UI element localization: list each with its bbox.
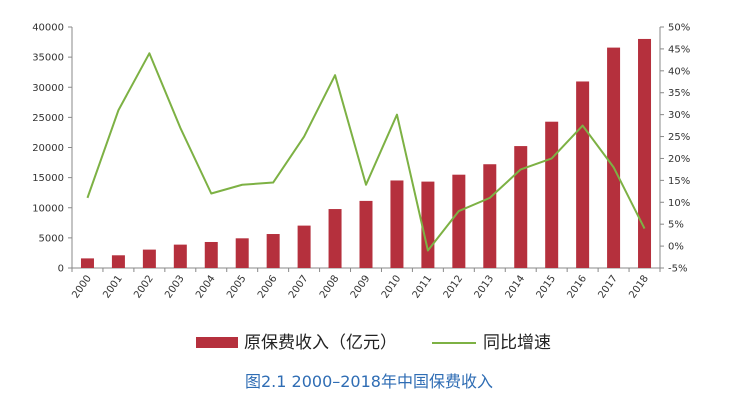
right-tick-label: 40% (668, 66, 690, 77)
left-tick-label: 30000 (32, 83, 64, 94)
bar-2009 (359, 200, 373, 268)
left-tick-label: 25000 (32, 113, 64, 124)
x-tick-label: 2016 (565, 273, 589, 300)
left-tick-label: 10000 (32, 203, 64, 214)
left-tick-label: 35000 (32, 53, 64, 64)
x-tick-label: 2012 (442, 273, 466, 300)
bar-2008 (328, 209, 342, 268)
right-tick-label: -5% (668, 264, 687, 275)
x-tick-label: 2014 (504, 273, 528, 300)
legend-bar-swatch (196, 337, 238, 348)
x-tick-label: 2013 (473, 273, 497, 300)
legend: 原保费收入（亿元） 同比增速 (196, 333, 551, 353)
x-axis: 2000 2001 2002 2003 2004 2005 2006 2007 2008 2009… (70, 267, 661, 301)
x-tick-label: 2006 (256, 273, 280, 300)
x-tick-label: 2005 (225, 273, 249, 300)
right-tick-label: 25% (668, 132, 690, 143)
left-tick-label: 40000 (32, 23, 64, 34)
growth-line (86, 52, 646, 252)
bar-2000 (80, 258, 94, 268)
right-tick-label: 10% (668, 198, 690, 209)
bar-2015 (545, 121, 559, 269)
left-tick-label: 0 (58, 264, 64, 275)
legend-line-label: 同比增速 (483, 333, 551, 353)
bar-2005 (235, 238, 249, 268)
bar-2014 (514, 146, 528, 268)
right-axis: -5% 0% 5% 10% 15% 20% 25% 30% 35% 40% 45% 50% (659, 23, 690, 275)
bar-2007 (297, 225, 311, 268)
left-axis: 0 5000 10000 15000 20000 25000 30000 35000 40000 (32, 23, 73, 275)
x-tick-label: 2001 (101, 273, 125, 300)
right-tick-label: 45% (668, 44, 690, 55)
bar-2013 (483, 164, 497, 268)
x-tick-label: 2003 (163, 273, 187, 300)
bar-2002 (142, 249, 156, 268)
right-tick-label: 0% (668, 242, 684, 253)
x-tick-label: 2009 (349, 273, 373, 300)
left-tick-label: 5000 (39, 233, 64, 244)
bar-2001 (111, 255, 125, 268)
bar-series (80, 38, 652, 269)
right-tick-label: 35% (668, 88, 690, 99)
right-tick-label: 30% (668, 110, 690, 121)
bar-2012 (452, 174, 466, 268)
bar-2010 (390, 180, 404, 268)
x-tick-label: 2018 (627, 273, 651, 300)
x-tick-label: 2010 (380, 273, 404, 300)
line-series (86, 52, 646, 252)
bar-2018 (638, 38, 652, 269)
x-tick-label: 2002 (132, 273, 156, 300)
x-tick-label: 2017 (596, 273, 620, 300)
bar-2006 (266, 234, 280, 268)
figure-caption: 图2.1 2000–2018年中国保费收入 (245, 372, 493, 391)
x-tick-label: 2008 (318, 273, 342, 300)
x-tick-label: 2004 (194, 273, 218, 300)
bar-2016 (576, 81, 590, 269)
bar-2011 (421, 181, 435, 268)
x-tick-label: 2015 (535, 273, 559, 300)
right-tick-label: 5% (668, 220, 684, 231)
bar-2003 (173, 244, 187, 268)
left-tick-label: 20000 (32, 143, 64, 154)
legend-bar-label: 原保费收入（亿元） (244, 333, 397, 353)
left-tick-label: 15000 (32, 173, 64, 184)
right-tick-label: 50% (668, 23, 690, 34)
x-tick-label: 2000 (70, 273, 94, 300)
right-tick-label: 15% (668, 176, 690, 187)
bar-2017 (607, 47, 621, 269)
bar-2004 (204, 241, 218, 268)
right-tick-label: 20% (668, 154, 690, 165)
x-tick-label: 2007 (287, 273, 311, 300)
x-tick-label: 2011 (411, 273, 435, 300)
